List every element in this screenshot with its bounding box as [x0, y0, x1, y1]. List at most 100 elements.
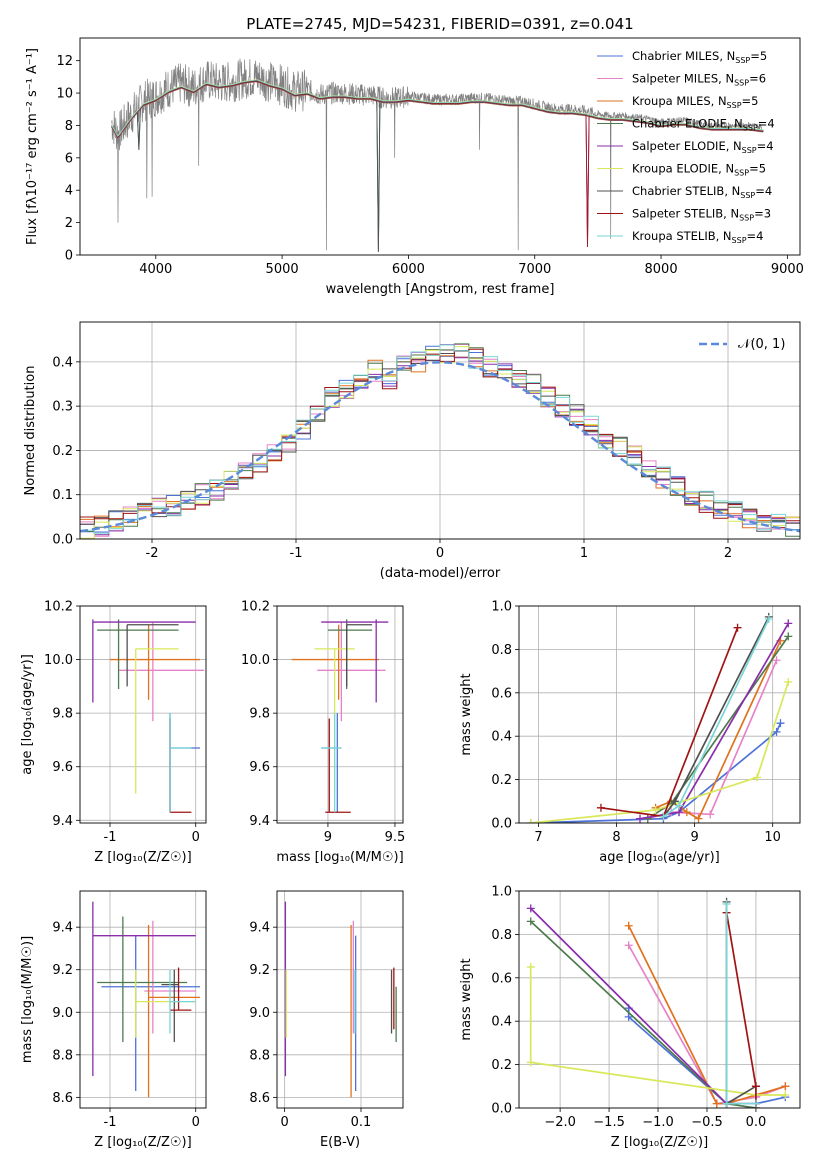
legend-entry: Salpeter MILES, NSSP=6: [632, 72, 766, 88]
x-tick-label: 7: [534, 830, 542, 845]
x-tick-label: 5000: [266, 262, 299, 277]
y-tick-label: 9.2: [52, 963, 73, 978]
y-tick-label: 9.4: [249, 921, 270, 936]
weight-marker: [682, 808, 691, 817]
x-axis-label: wavelength [Angstrom, rest frame]: [326, 282, 555, 297]
x-tick-label: -1: [290, 546, 303, 561]
y-axis-label: Normed distribution: [23, 366, 38, 496]
errorbar-point-4: [92, 901, 196, 1077]
y-tick-label: 9.8: [52, 707, 73, 722]
y-tick-label: 1.0: [491, 600, 512, 615]
weight-marker: [784, 677, 793, 686]
weight-marker: [751, 1099, 760, 1108]
legend-entry: Salpeter ELODIE, NSSP=4: [632, 139, 774, 155]
y-tick-label: 10.2: [241, 600, 270, 615]
weight-marker: [624, 921, 633, 930]
legend-text: Chabrier ELODIE, N: [632, 117, 743, 131]
plot-area: [111, 58, 764, 252]
y-tick-label: 2: [65, 216, 73, 231]
legend-text: =6: [749, 72, 766, 86]
errorbar-point-8: [169, 713, 192, 813]
weight-marker: [694, 814, 703, 823]
errorbar-point-4: [92, 619, 196, 703]
plot-area: [291, 619, 389, 813]
plot-area: [526, 897, 790, 1108]
axes-frame: [79, 890, 207, 1109]
weight-marker: [526, 1058, 535, 1067]
y-tick-label: 9.0: [249, 1006, 270, 1021]
y-tick-label: 8: [65, 119, 73, 134]
y-tick-label: 0.6: [491, 686, 512, 701]
weight-marker: [733, 623, 742, 632]
y-tick-label: 8.8: [52, 1048, 73, 1063]
weight-marker: [671, 797, 680, 806]
x-axis-label: E(B-V): [320, 1135, 360, 1150]
weight-marker: [722, 1099, 731, 1108]
y-tick-label: 9.6: [52, 760, 73, 775]
axes-frame: [276, 890, 404, 1109]
legend-text: =4: [755, 184, 772, 198]
legend-subscript: SSP: [727, 101, 742, 110]
weight-marker: [706, 810, 715, 819]
errorbar-point-7: [169, 718, 192, 813]
y-tick-label: 0.8: [491, 643, 512, 658]
weight-marker: [712, 1099, 721, 1108]
y-axis-label: mass [log₁₀(M/M☉)]: [20, 936, 35, 1063]
x-tick-label: 10: [764, 830, 781, 845]
x-axis-label: age [log₁₀(age/yr)]: [599, 850, 720, 865]
axes-frame: [79, 37, 801, 256]
weight-line-4: [639, 622, 790, 820]
weight-line-4: [530, 907, 756, 1105]
errorbar-point-3: [97, 619, 179, 690]
y-tick-label: 0.0: [52, 533, 73, 548]
x-tick-label: 0: [280, 1115, 288, 1130]
x-tick-label: 8: [612, 830, 620, 845]
weight-marker: [776, 719, 785, 728]
legend-text: Kroupa MILES, N: [632, 94, 727, 108]
errorbar-point-7: [170, 967, 192, 1011]
legend-text: =4: [757, 139, 774, 153]
y-tick-label: 0.2: [491, 773, 512, 788]
legend-entry: Chabrier STELIB, NSSP=4: [632, 184, 772, 200]
axes-frame: [79, 605, 207, 824]
legend-text: Kroupa STELIB, N: [632, 229, 732, 243]
errorbar-point-0: [321, 713, 342, 813]
y-tick-label: 0.4: [52, 355, 73, 370]
legend-text: =3: [754, 207, 771, 221]
weight-marker: [764, 615, 773, 624]
legend-text: Salpeter MILES, N: [632, 72, 734, 86]
plot-area: [92, 619, 205, 813]
y-axis-label: mass weight: [459, 673, 474, 755]
errorbar-point-4: [321, 619, 389, 703]
panel-spectrum: 4000 5000 6000 7000 8000 9000 0 2 4 6 8 10 12 wavelen…: [25, 37, 804, 297]
panel-age-vs-mass: 9 9.5 9.4 9.6 9.8 10.0 10.2 mass [log₁₀(M/M☉)]: [241, 600, 405, 866]
errorbar-point-2: [291, 624, 379, 700]
panel-residual-histogram: -2 -1 0 1 2 0.0 0.1 0.2 0.3 0.4 (data-model)/error…: [23, 321, 801, 581]
weight-line-1: [647, 659, 778, 820]
weight-line-2: [655, 640, 782, 820]
x-axis-label: Z [log₁₀(Z/Z☉)]: [94, 850, 191, 865]
weight-marker: [772, 727, 781, 736]
legend-subscript: SSP: [732, 236, 747, 245]
y-tick-label: 6: [65, 151, 73, 166]
errorbar-point-6: [346, 624, 373, 687]
y-tick-label: 10.0: [241, 653, 270, 668]
legend-text: =5: [750, 49, 767, 63]
model-line-7: [111, 80, 764, 247]
plot-area: [526, 612, 793, 823]
y-axis-label: mass weight: [459, 958, 474, 1040]
weight-line-3: [530, 920, 757, 1108]
y-tick-label: 0.0: [491, 817, 512, 832]
panel-mass-weight-vs-age: 7 8 9 10 0.0 0.2 0.4 0.6 0.8 1.0 age [log₁₀(age/yr…: [459, 600, 801, 865]
weight-marker: [526, 904, 535, 913]
x-tick-label: −0.5: [691, 1115, 723, 1130]
x-tick-label: 9000: [771, 262, 804, 277]
y-axis-label: age [log₁₀(age/yr)]: [20, 654, 35, 775]
errorbar-point-0: [101, 935, 200, 1091]
errorbar-point-5: [135, 648, 179, 794]
x-tick-label: 0: [192, 830, 200, 845]
x-tick-label: 9: [690, 830, 698, 845]
legend-text: Chabrier MILES, N: [632, 49, 735, 63]
x-axis-label: mass [log₁₀(M/M☉)]: [276, 850, 403, 865]
legend-entry-normal: 𝒩(0, 1): [738, 337, 785, 352]
